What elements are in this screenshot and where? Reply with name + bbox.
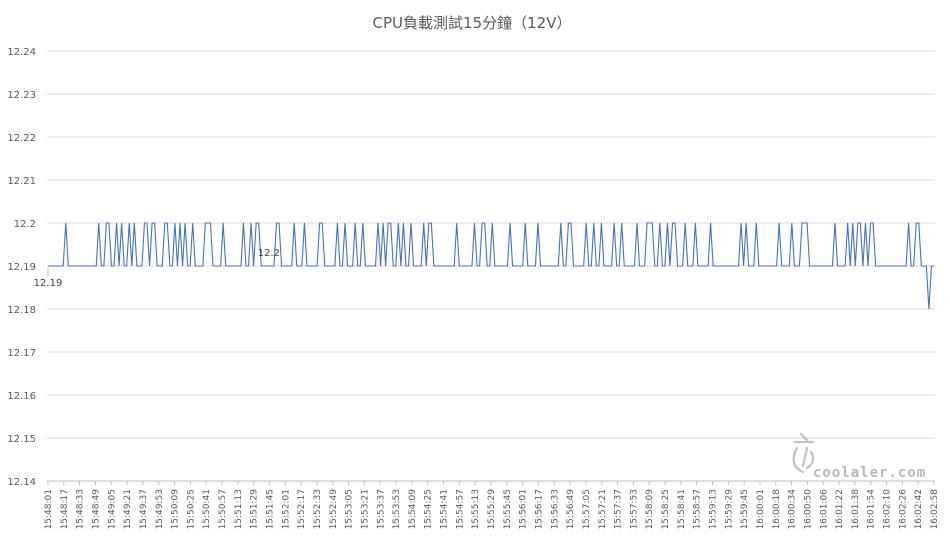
data-label: 12.18 [938,0,950,3]
x-tick-label: 16:01:06 [819,489,829,530]
x-tick-label: 15:48:17 [60,489,70,529]
x-tick-label: 15:54:57 [455,489,465,529]
x-tick-label: 16:01:22 [835,489,845,529]
watermark: coolaler.com [792,432,926,481]
x-tick-label: 16:02:26 [898,489,908,530]
x-tick-label: 15:57:05 [582,489,592,529]
x-tick-label: 15:49:37 [139,489,149,529]
y-axis-ticks: 12.24 12.23 12.22 12.21 12.2 12.19 12.18 12.17 1… [7,47,36,488]
x-tick-label: 16:01:38 [851,489,861,530]
x-tick-label: 15:58:09 [645,489,655,530]
x-tick-label: 15:54:25 [424,489,434,529]
x-tick-label: 15:53:05 [345,489,355,529]
x-tick-label: 16:00:50 [803,489,813,530]
x-tick-label: 15:51:45 [266,489,276,529]
x-tick-label: 15:51:29 [250,489,260,530]
x-tick-label: 15:48:33 [76,489,86,529]
x-tick-label: 15:56:33 [550,489,560,529]
y-tick-label: 12.21 [7,176,36,187]
data-label: 12.19 [34,278,63,289]
coolaler-logo-icon [792,432,815,474]
gridlines [47,50,935,482]
x-tick-label: 15:52:33 [313,489,323,529]
y-tick-label: 12.2 [14,219,36,230]
y-tick-label: 12.14 [7,477,36,488]
x-tick-label: 16:00:34 [788,489,798,530]
x-tick-label: 15:50:09 [171,489,181,530]
x-tick-label: 16:02:10 [883,489,893,530]
x-tick-label: 15:48:49 [91,489,101,530]
series-line-12v [48,222,934,310]
x-tick-label: 15:58:41 [677,489,687,529]
chart-title: CPU負載測試15分鐘（12V） [373,14,572,32]
x-tick-label: 15:59:29 [724,489,734,530]
x-tick-label: 15:58:25 [661,489,671,529]
x-tick-label: 15:59:45 [740,489,750,529]
x-tick-label: 15:52:01 [281,489,291,529]
x-tick-label: 15:50:41 [202,489,212,529]
x-axis-ticks: 15:48:01 15:48:17 15:48:33 15:48:49 15:49:05… [44,481,940,529]
x-tick-label: 15:49:05 [107,489,117,529]
x-tick-label: 16:02:42 [914,489,924,529]
data-label: 12.2 [258,248,280,259]
x-tick-label: 15:50:57 [218,489,228,529]
x-tick-label: 15:57:37 [614,489,624,529]
x-tick-label: 15:53:53 [392,489,402,529]
y-tick-label: 12.24 [7,47,36,58]
x-tick-label: 15:56:49 [566,489,576,530]
x-tick-label: 16:01:54 [867,489,877,530]
x-tick-label: 16:00:18 [772,489,782,530]
x-tick-label: 15:59:13 [709,489,719,529]
y-tick-label: 12.18 [7,305,36,316]
x-tick-label: 15:53:37 [376,489,386,529]
series-layer [48,222,934,310]
data-labels: 12.19 12.2 12.18 [34,0,950,289]
y-tick-label: 12.19 [7,262,36,273]
x-tick-label: 15:54:41 [440,489,450,529]
x-tick-label: 15:57:53 [629,489,639,529]
x-tick-label: 16:02:58 [930,489,940,530]
x-tick-label: 15:50:25 [186,489,196,529]
x-tick-label: 15:53:21 [360,489,370,529]
x-tick-label: 15:55:45 [503,489,513,529]
y-tick-label: 12.23 [7,90,36,101]
x-tick-label: 15:52:49 [329,489,339,530]
x-tick-label: 15:56:01 [519,489,529,529]
x-tick-label: 15:55:29 [487,489,497,530]
x-tick-label: 15:49:21 [123,489,133,529]
x-tick-label: 15:55:13 [471,489,481,529]
y-tick-label: 12.17 [7,348,36,359]
x-tick-label: 15:51:13 [234,489,244,529]
y-tick-label: 12.16 [7,391,36,402]
x-tick-label: 15:52:17 [297,489,307,529]
x-tick-label: 15:49:53 [155,489,165,529]
x-tick-label: 15:57:21 [598,489,608,529]
x-tick-label: 15:48:01 [44,489,54,529]
y-tick-label: 12.22 [7,133,36,144]
x-tick-label: 15:58:57 [693,489,703,529]
watermark-text: coolaler.com [813,465,926,481]
y-tick-label: 12.15 [7,434,36,445]
x-tick-label: 15:54:09 [408,489,418,530]
x-tick-label: 16:00:01 [756,489,766,529]
x-tick-label: 15:56:17 [534,489,544,529]
